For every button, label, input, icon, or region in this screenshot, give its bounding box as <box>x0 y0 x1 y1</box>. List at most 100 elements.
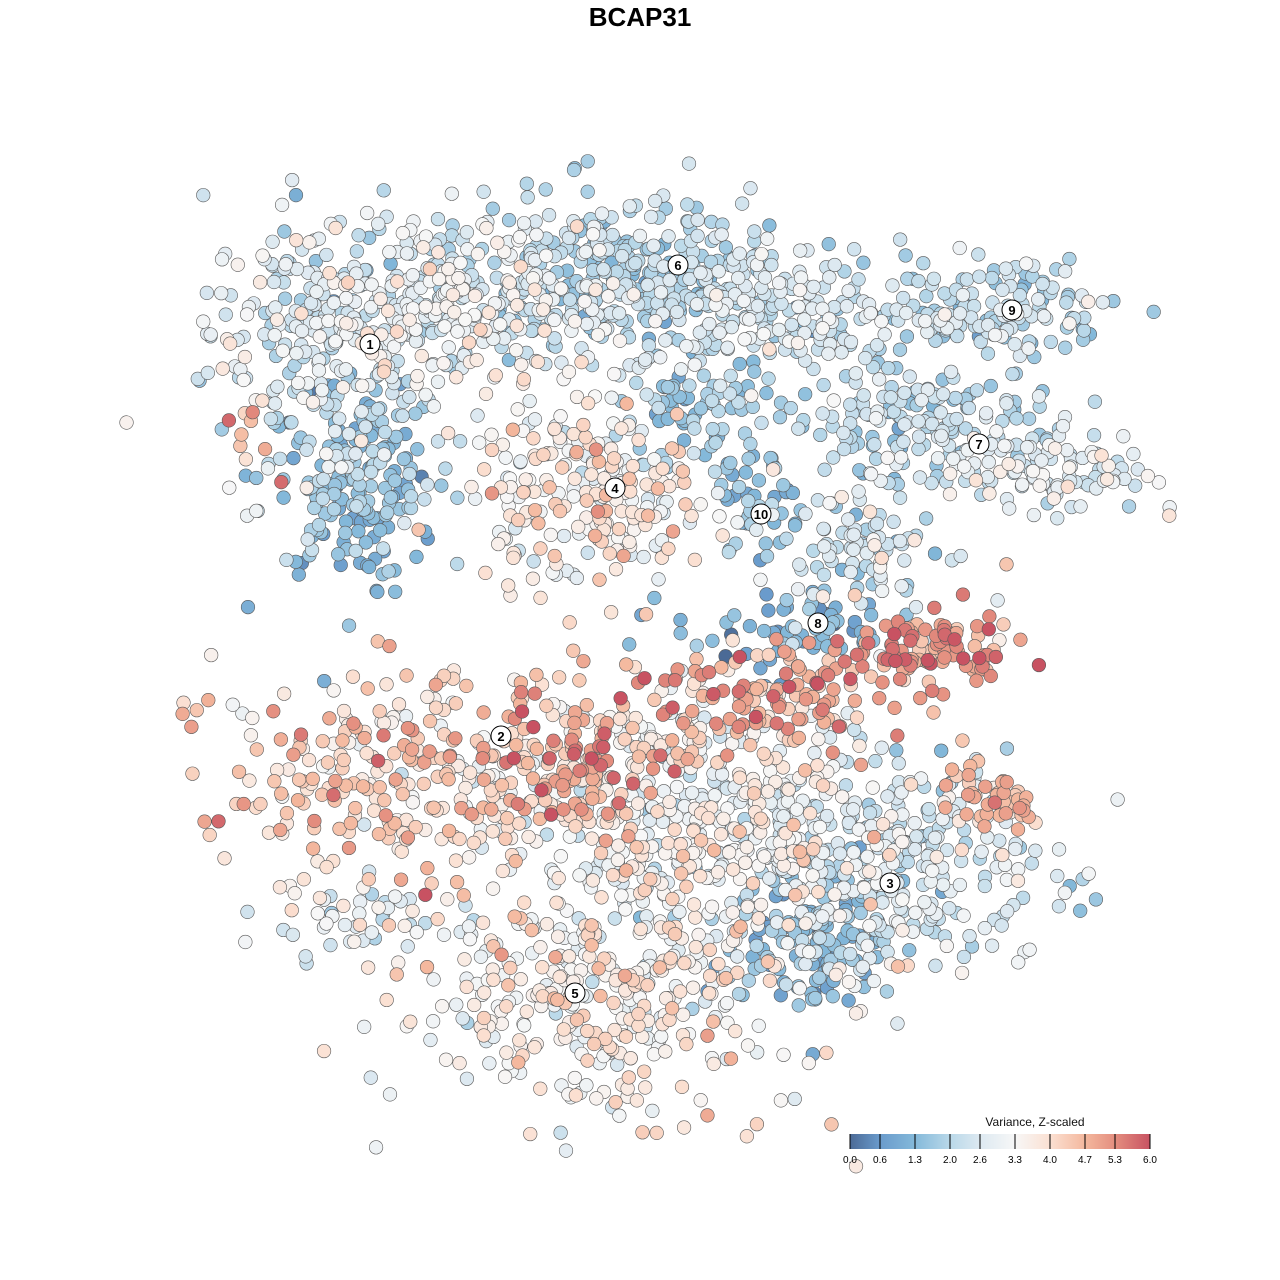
data-point <box>998 261 1013 276</box>
data-point <box>970 619 985 634</box>
data-point <box>431 245 446 260</box>
data-point <box>693 497 708 512</box>
data-point <box>769 915 785 930</box>
data-point <box>1151 475 1167 490</box>
data-point <box>875 675 890 690</box>
data-point <box>926 271 941 286</box>
data-point <box>249 742 264 757</box>
data-point <box>566 643 581 658</box>
data-point <box>968 473 984 488</box>
data-point <box>580 184 595 199</box>
data-point <box>890 1016 905 1031</box>
data-point <box>470 246 485 262</box>
data-point <box>484 486 500 501</box>
data-point <box>622 471 637 486</box>
data-point <box>237 349 253 365</box>
data-point <box>919 511 934 526</box>
data-point <box>1011 955 1026 970</box>
data-point <box>1000 904 1015 919</box>
data-point <box>596 740 611 755</box>
data-point <box>402 466 417 482</box>
data-point <box>410 368 425 384</box>
data-point <box>753 811 768 826</box>
data-point <box>939 938 954 954</box>
data-point <box>713 378 728 393</box>
data-point <box>320 755 336 770</box>
data-point <box>674 866 689 881</box>
data-point <box>868 753 883 769</box>
data-point <box>711 956 726 972</box>
legend-tick-label: 4.0 <box>1043 1155 1057 1166</box>
data-point <box>816 567 832 582</box>
data-point <box>791 659 806 674</box>
data-point <box>588 282 603 297</box>
data-point <box>805 868 820 883</box>
data-point <box>618 1029 634 1044</box>
data-point <box>319 916 334 931</box>
data-point <box>880 944 895 960</box>
data-point <box>621 1070 636 1085</box>
data-point <box>394 844 409 859</box>
data-point <box>585 791 600 806</box>
data-point <box>473 949 489 964</box>
data-point <box>1162 508 1177 523</box>
data-point <box>672 904 687 919</box>
data-point <box>476 1028 491 1043</box>
data-point <box>665 891 680 907</box>
data-point <box>977 920 992 936</box>
data-point <box>347 934 362 949</box>
legend-colorbar <box>850 1134 1150 1149</box>
data-point <box>249 470 264 486</box>
data-point <box>265 234 280 249</box>
data-point <box>872 372 887 387</box>
data-point <box>572 868 587 883</box>
data-point <box>482 1056 497 1071</box>
data-point <box>669 779 685 795</box>
data-point <box>189 703 204 718</box>
data-point <box>863 306 878 321</box>
data-point <box>610 852 626 868</box>
cluster-label: 1 <box>359 333 381 355</box>
data-point <box>554 281 569 296</box>
data-point <box>1022 942 1037 957</box>
data-point <box>493 317 508 332</box>
data-point <box>956 651 971 666</box>
data-point <box>674 1079 690 1094</box>
data-point <box>727 608 742 623</box>
data-point <box>899 329 915 344</box>
data-point <box>868 411 884 426</box>
data-point <box>730 515 745 530</box>
data-point <box>514 357 529 372</box>
data-point <box>372 780 387 795</box>
data-point <box>539 917 555 932</box>
data-point <box>907 533 922 548</box>
data-point <box>887 626 902 642</box>
data-point <box>894 579 909 594</box>
data-point <box>726 862 741 877</box>
data-point <box>534 783 549 798</box>
data-point <box>720 340 735 355</box>
data-point <box>445 287 461 303</box>
data-point <box>743 738 758 753</box>
data-point <box>863 897 878 912</box>
data-point <box>692 325 707 340</box>
data-point <box>328 334 343 349</box>
data-point <box>316 472 331 487</box>
data-point <box>288 187 304 203</box>
data-point <box>462 932 478 947</box>
data-point <box>687 357 702 372</box>
data-point <box>509 318 524 333</box>
data-point <box>322 711 337 726</box>
data-point <box>641 338 656 353</box>
data-point <box>475 915 491 930</box>
data-point <box>328 773 343 789</box>
data-point <box>702 316 717 332</box>
svg-text:1: 1 <box>366 337 373 352</box>
data-point <box>855 659 870 674</box>
data-point <box>772 410 788 425</box>
data-point <box>449 370 464 385</box>
data-point <box>686 823 701 838</box>
data-point <box>562 615 577 630</box>
data-point <box>510 402 525 417</box>
data-point <box>875 583 890 599</box>
